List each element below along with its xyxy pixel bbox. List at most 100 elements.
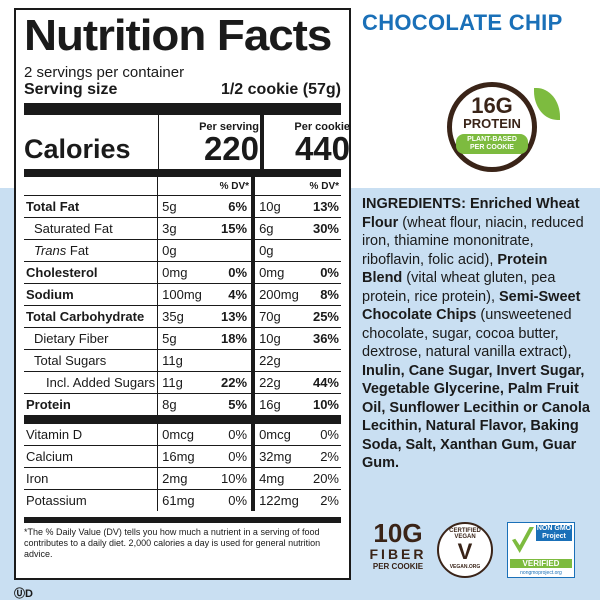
nutrient-row: Incl. Added Sugars 11g 22% 22g 44% [24,371,341,394]
amount-per-serving: 5g [157,327,207,350]
vegan-top-text: CERTIFIED VEGAN [449,528,481,540]
non-gmo-verified: VERIFIED [510,559,572,568]
dv-per-cookie: 0% [302,261,341,284]
amount-per-serving: 0mg [157,261,207,284]
calories-per-cookie: 440 [294,130,350,167]
dv-per-serving: 5% [206,393,254,415]
vegan-badge: CERTIFIED VEGAN V VEGAN.ORG [437,522,493,578]
calories-per-serving: 220 [203,130,259,167]
amount-per-cookie: 32mg [251,445,303,468]
nutrient-name: Protein [24,393,158,415]
dv-per-serving: 15% [206,217,254,240]
amount-per-cookie: 10g [251,195,303,218]
amount-per-serving: 8g [157,393,207,415]
amount-per-cookie: 70g [251,305,303,328]
nutrient-name: Total Fat [24,195,158,218]
fiber-sub: PER COOKIE [372,562,424,571]
dv-per-serving [206,349,254,372]
dv-per-cookie [302,349,341,372]
nutrient-name: Potassium [24,489,158,511]
nutrient-row: Total Carbohydrate 35g 13% 70g 25% [24,305,341,328]
dv-per-cookie [302,239,341,262]
calories-label: Calories [24,134,131,164]
amount-per-cookie: 16g [251,393,303,415]
dv-per-serving: 0% [206,423,254,446]
nutrient-row: Iron 2mg 10% 4mg 20% [24,467,341,490]
servings-per-container: 2 servings per container [24,64,185,81]
nutrient-row: Potassium 61mg 0% 122mg 2% [24,489,341,511]
dv-per-serving: 0% [206,445,254,468]
nutrient-row: Cholesterol 0mg 0% 0mg 0% [24,261,341,284]
nutrient-name: Sodium [24,283,158,306]
nutrient-row: Vitamin D 0mcg 0% 0mcg 0% [24,423,341,446]
nutrient-name: Total Carbohydrate [24,305,158,328]
plant-based-text: PLANT-BASED [467,136,517,143]
dv-per-serving: 13% [206,305,254,328]
serving-size-label: Serving size [24,81,118,98]
amount-per-cookie: 4mg [251,467,303,490]
amount-per-serving: 61mg [157,489,207,511]
ingredients-text: INGREDIENTS: Enriched Wheat Flour (wheat… [362,195,590,473]
dv-per-cookie: 36% [302,327,341,350]
amount-per-cookie: 122mg [251,489,303,511]
per-cookie-text: PER COOKIE [470,144,514,151]
vegan-v-icon: V [457,539,473,564]
ingredient-chips-detail: (unsweetened chocolate, sugar, cocoa but… [362,307,572,360]
checkmark-icon [512,527,534,553]
dv-header-serving: % DV* [157,177,254,196]
amount-per-cookie: 0mg [251,261,303,284]
dv-per-cookie: 0% [302,423,341,446]
ingredient-protein-blend: Protein Blend [362,251,548,287]
kosher-symbol: ⓊD [14,588,33,600]
fiber-word: FIBER [369,546,427,562]
non-gmo-badge: NON GMO Project VERIFIED nongmoproject.o… [507,522,575,578]
thick-divider [24,103,341,115]
dv-per-cookie: 20% [302,467,341,490]
ingredient-protein-detail: (vital wheat gluten, pea protein, rice p… [362,270,556,305]
nutrient-name: Saturated Fat [24,217,158,240]
dv-header-cookie: % DV* [251,177,341,196]
ingredient-rest: Inulin, Cane Sugar, Invert Sugar, Vegeta… [362,362,590,472]
serving-size-value: 1/2 cookie (57g) [220,81,341,98]
plant-based-pill: PLANT-BASED PER COOKIE [456,134,528,154]
nutrient-name: Iron [24,467,158,490]
nutrient-table: % DV* % DV* Total Fat 5g 6% 10g 13% Saturated… [24,169,341,511]
nutrient-name: Incl. Added Sugars [24,371,158,394]
amount-per-cookie: 6g [251,217,303,240]
nutrient-row: Sodium 100mg 4% 200mg 8% [24,283,341,306]
dv-per-serving: 0% [206,261,254,284]
daily-value-footnote: *The % Daily Value (DV) tells you how mu… [24,517,341,560]
nutrition-facts-panel: Nutrition Facts 2 servings per container… [14,8,351,580]
nutrient-name: Calcium [24,445,158,468]
amount-per-cookie: 22g [251,371,303,394]
divider-row [24,169,341,177]
divider-row [24,415,341,424]
amount-per-serving: 35g [157,305,207,328]
dv-per-serving [206,239,254,262]
nutrient-name: Vitamin D [24,423,158,446]
amount-per-serving: 5g [157,195,207,218]
dv-per-serving: 4% [206,283,254,306]
dv-per-serving: 22% [206,371,254,394]
amount-per-serving: 11g [157,371,207,394]
protein-badge: 16G PROTEIN PLANT-BASED PER COOKIE [447,82,537,172]
amount-per-cookie: 22g [251,349,303,372]
nutrient-row: Calcium 16mg 0% 32mg 2% [24,445,341,468]
per-cookie-column: Per cookie 440 [260,115,350,169]
flavor-name: CHOCOLATE CHIP [362,10,563,35]
dv-per-cookie: 13% [302,195,341,218]
dv-per-serving: 0% [206,489,254,511]
ingredient-flour-detail: (wheat flour, niacin, reduced iron, thia… [362,214,584,268]
dv-per-serving: 10% [206,467,254,490]
nutrient-row: Saturated Fat 3g 15% 6g 30% [24,217,341,240]
dv-per-serving: 18% [206,327,254,350]
dv-per-cookie: 2% [302,445,341,468]
amount-per-cookie: 0mcg [251,423,303,446]
nutrient-row: Total Sugars 11g 22g [24,349,341,372]
per-serving-label: Per serving [199,121,259,133]
nutrient-row: Total Fat 5g 6% 10g 13% [24,195,341,218]
serving-size-row: Serving size 1/2 cookie (57g) [24,81,341,99]
dv-per-cookie: 25% [302,305,341,328]
dv-per-cookie: 10% [302,393,341,415]
dv-per-cookie: 30% [302,217,341,240]
